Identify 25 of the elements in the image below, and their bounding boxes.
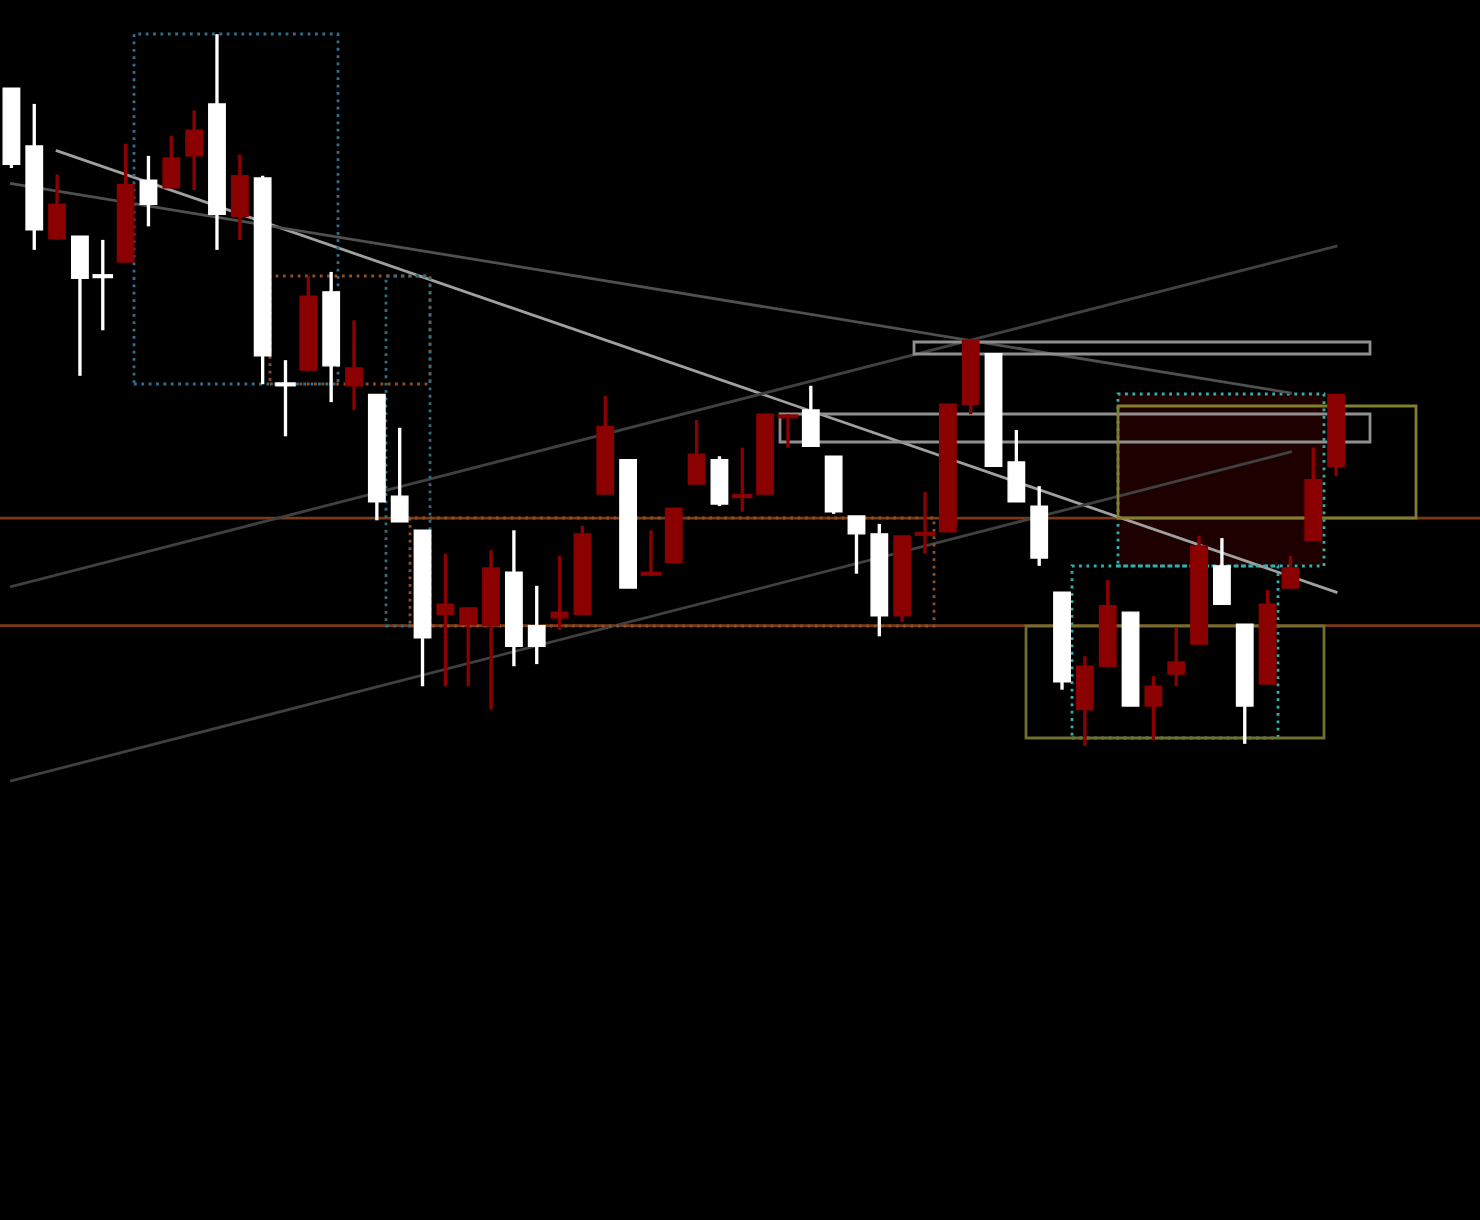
- candlestick: [777, 412, 799, 450]
- candlestick: [1007, 428, 1026, 504]
- candlestick: [801, 384, 820, 448]
- candlestick: [550, 554, 569, 632]
- candlestick: [275, 358, 296, 438]
- candlestick: [1167, 626, 1186, 688]
- candlestick: [162, 134, 181, 190]
- candlestick: [185, 108, 204, 192]
- candlestick: [640, 528, 662, 578]
- candlestick: [48, 172, 67, 242]
- candlestick: [527, 584, 546, 666]
- candlestick: [436, 552, 455, 688]
- candlestick: [459, 606, 478, 688]
- candlestick: [390, 426, 409, 524]
- candlestick: [687, 418, 706, 486]
- candlestick: [139, 154, 158, 229]
- candlestick: [345, 318, 363, 412]
- candlestick: [230, 152, 249, 242]
- candlestick: [914, 490, 936, 556]
- candlestick: [710, 454, 729, 508]
- candlestick: [1144, 674, 1163, 742]
- candlestick: [1212, 536, 1231, 606]
- candlestick: [1075, 654, 1094, 748]
- candlestick: [847, 514, 866, 576]
- candlestick: [1281, 554, 1300, 590]
